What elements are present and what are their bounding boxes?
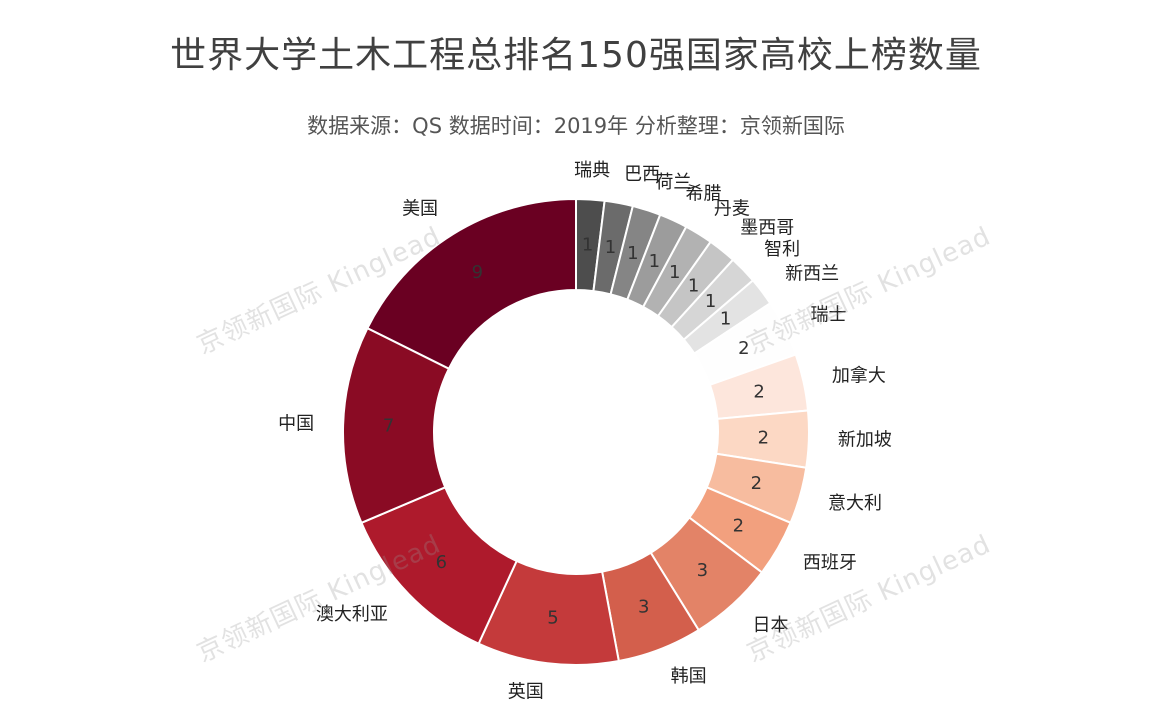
category-label: 瑞典 <box>574 160 610 181</box>
category-label: 丹麦 <box>714 199 750 220</box>
chart-subtitle: 数据来源：QS 数据时间：2019年 分析整理：京领新国际 <box>307 114 845 138</box>
value-label: 2 <box>733 515 744 536</box>
category-label: 日本 <box>753 615 789 636</box>
category-label: 新加坡 <box>838 430 892 451</box>
value-label: 9 <box>472 262 483 283</box>
category-label: 西班牙 <box>803 553 857 574</box>
category-label: 中国 <box>278 413 314 434</box>
category-label: 智利 <box>764 239 800 260</box>
value-label: 1 <box>649 251 660 272</box>
category-label: 新西兰 <box>785 264 839 285</box>
slice-美国 <box>366 197 577 371</box>
category-label: 意大利 <box>828 493 882 514</box>
category-label: 瑞士 <box>811 305 847 326</box>
slices-group <box>342 197 810 666</box>
category-label: 澳大利亚 <box>316 604 388 625</box>
value-label: 6 <box>436 552 447 573</box>
value-label: 3 <box>638 596 649 617</box>
category-label: 英国 <box>508 682 544 703</box>
value-label: 1 <box>688 275 699 296</box>
category-label: 希腊 <box>686 183 722 204</box>
category-label: 韩国 <box>671 666 707 687</box>
value-label: 1 <box>582 234 593 255</box>
chart-title: 世界大学土木工程总排名150强国家高校上榜数量 <box>170 35 982 76</box>
value-label: 1 <box>669 262 680 283</box>
value-label: 2 <box>751 473 762 494</box>
category-label: 荷兰 <box>655 172 691 193</box>
value-label: 1 <box>605 237 616 258</box>
value-label: 3 <box>697 560 708 581</box>
value-label: 1 <box>705 291 716 312</box>
value-label: 7 <box>383 416 394 437</box>
value-label: 2 <box>753 381 764 402</box>
value-label: 2 <box>738 338 749 359</box>
category-label: 巴西 <box>624 164 660 185</box>
category-label: 墨西哥 <box>740 217 794 238</box>
value-label: 1 <box>720 309 731 330</box>
value-label: 5 <box>547 608 558 629</box>
value-label: 2 <box>758 427 769 448</box>
category-label: 加拿大 <box>832 364 886 386</box>
category-label: 美国 <box>402 199 438 220</box>
value-label: 1 <box>627 243 638 264</box>
